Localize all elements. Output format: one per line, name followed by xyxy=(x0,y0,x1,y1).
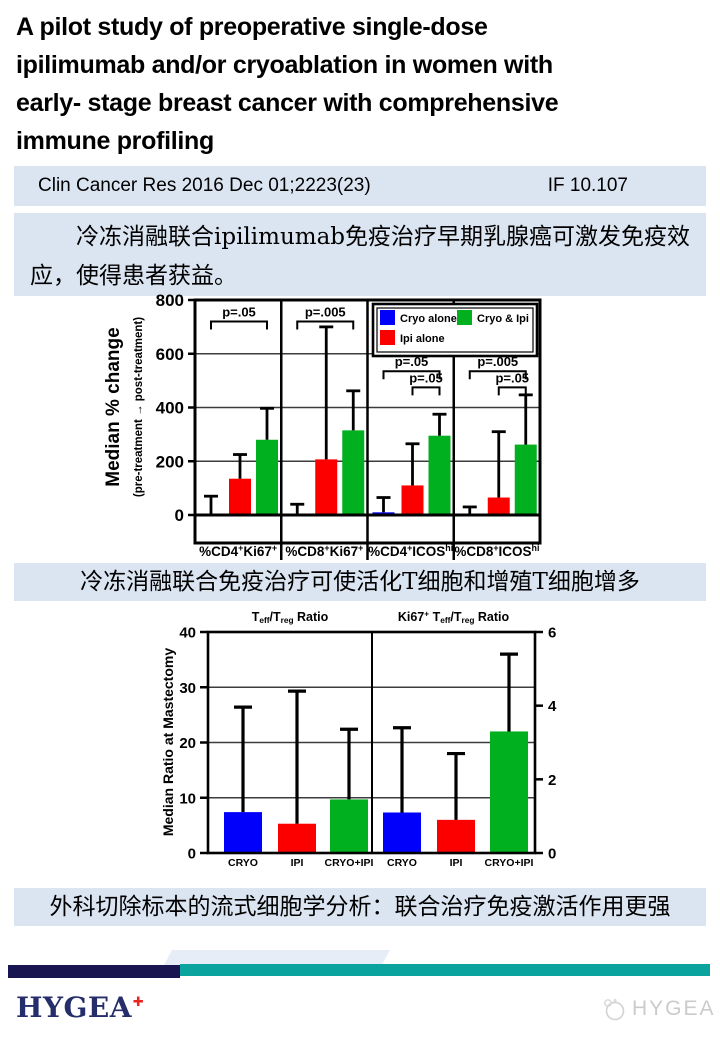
svg-text:p=.05: p=.05 xyxy=(222,305,256,320)
bar xyxy=(437,819,475,853)
svg-text:20: 20 xyxy=(179,735,196,752)
x-axis-label: IPI xyxy=(450,857,463,869)
svg-text:400: 400 xyxy=(156,399,184,418)
right-y-axis: 0 2 4 6 xyxy=(535,625,557,863)
x-axis-labels: %CD4+Ki67+ %CD8+Ki67+ %CD4+ICOShi %CD8+ICOS… xyxy=(199,543,539,559)
x-axis-label: IPI xyxy=(291,857,304,869)
y-axis: 0 200 400 600 800 Median % change (pre-treatme… xyxy=(103,294,195,525)
title-line-3: early- stage breast cancer with comprehe… xyxy=(16,89,559,117)
legend: Cryo alone Cryo & Ipi Ipi alone xyxy=(371,302,539,358)
impact-factor: IF 10.107 xyxy=(547,175,628,196)
svg-text:4: 4 xyxy=(548,698,557,715)
svg-text:p=.05: p=.05 xyxy=(395,354,429,369)
svg-text:600: 600 xyxy=(156,345,184,364)
x-axis-label: CRYO+IPI xyxy=(485,857,534,869)
footer-bar-teal xyxy=(180,964,710,976)
bar xyxy=(224,812,262,853)
svg-text:%CD4+Ki67+: %CD4+Ki67+ xyxy=(199,543,277,559)
svg-text:0: 0 xyxy=(548,846,556,863)
svg-text:2: 2 xyxy=(548,772,556,789)
bar xyxy=(514,444,537,515)
bar xyxy=(256,439,278,515)
median-percent-change-chart: 0 200 400 600 800 Median % change (pre-treatme… xyxy=(103,294,542,560)
title-line-4: immune profiling xyxy=(16,127,214,155)
svg-text:p=.05: p=.05 xyxy=(409,370,443,385)
svg-text:%CD8+Ki67+: %CD8+Ki67+ xyxy=(285,543,363,559)
bar xyxy=(315,459,338,515)
legend-swatch xyxy=(380,330,395,345)
legend-label: Cryo & Ipi xyxy=(477,313,529,325)
bar xyxy=(490,731,528,853)
legend-swatch xyxy=(380,310,395,325)
svg-text:%CD4+ICOShi: %CD4+ICOShi xyxy=(368,543,453,559)
svg-text:p=.05: p=.05 xyxy=(495,370,529,385)
panel-title: Ki67+ Teff/Treg Ratio xyxy=(398,609,510,626)
hygea-watermark: HYGEA xyxy=(601,996,716,1022)
hygea-watermark-text: HYGEA xyxy=(632,997,716,1020)
footer-accent-shape xyxy=(164,950,390,965)
x-axis-label: CRYO+IPI xyxy=(325,857,374,869)
legend-swatch xyxy=(457,310,472,325)
bar xyxy=(428,435,451,515)
hygea-logo-text: HYGEA xyxy=(16,991,132,1024)
bar xyxy=(342,430,365,515)
svg-text:6: 6 xyxy=(548,625,556,642)
bar xyxy=(401,485,424,515)
svg-text:30: 30 xyxy=(179,680,196,697)
journal-bar: Clin Cancer Res 2016 Dec 01;2223(23) IF … xyxy=(14,166,706,206)
y-axis-sublabel: (pre-treatment → post-treatment) xyxy=(133,317,145,497)
journal-citation: Clin Cancer Res 2016 Dec 01;2223(23) xyxy=(38,175,371,196)
svg-text:40: 40 xyxy=(179,625,196,642)
y-axis-label: Median Ratio at Mastectomy xyxy=(160,648,176,836)
highlight-text-3: 外科切除标本的流式细胞学分析：联合治疗免疫激活作用更强 xyxy=(14,888,706,926)
svg-text:p=.005: p=.005 xyxy=(305,305,346,320)
highlight-text-2: 冷冻消融联合免疫治疗可使活化T细胞和增殖T细胞增多 xyxy=(14,563,706,601)
bar xyxy=(229,478,251,515)
title-line-2: ipilimumab and/or cryoablation in women … xyxy=(16,51,553,79)
svg-text:p=.005: p=.005 xyxy=(477,354,518,369)
footer-bar-navy xyxy=(8,965,180,978)
bar xyxy=(330,799,368,853)
panel-title: Teff/Treg Ratio xyxy=(252,610,329,625)
legend-label: Ipi alone xyxy=(400,333,445,345)
legend-label: Cryo alone xyxy=(400,313,457,325)
x-axis-label: CRYO xyxy=(228,857,258,869)
bar xyxy=(278,823,316,853)
hygea-cross-icon: ✚ xyxy=(132,995,145,1010)
bars: CRYO IPI CRYO+IPI xyxy=(383,652,534,869)
bars xyxy=(204,325,537,515)
bars: CRYO IPI CRYO+IPI xyxy=(224,689,374,869)
svg-text:800: 800 xyxy=(156,294,184,310)
svg-text:0: 0 xyxy=(188,846,196,863)
svg-text:10: 10 xyxy=(179,790,196,807)
svg-text:%CD8+ICOShi: %CD8+ICOShi xyxy=(454,543,539,559)
svg-text:0: 0 xyxy=(175,506,184,525)
x-axis-label: CRYO xyxy=(387,857,417,869)
hygea-logo: HYGEA✚ xyxy=(16,991,144,1024)
highlight-text-1: 冷冻消融联合ipilimumab免疫治疗早期乳腺癌可激发免疫效应，使得患者获益。 xyxy=(14,213,706,296)
svg-text:200: 200 xyxy=(156,452,184,471)
y-axis-label: Median % change xyxy=(103,327,124,486)
hygea-watermark-icon xyxy=(601,996,627,1022)
title-line-1: A pilot study of preoperative single-dos… xyxy=(16,13,488,41)
page-title: A pilot study of preoperative single-dos… xyxy=(16,8,710,160)
bar xyxy=(383,812,421,853)
bar xyxy=(487,497,510,515)
